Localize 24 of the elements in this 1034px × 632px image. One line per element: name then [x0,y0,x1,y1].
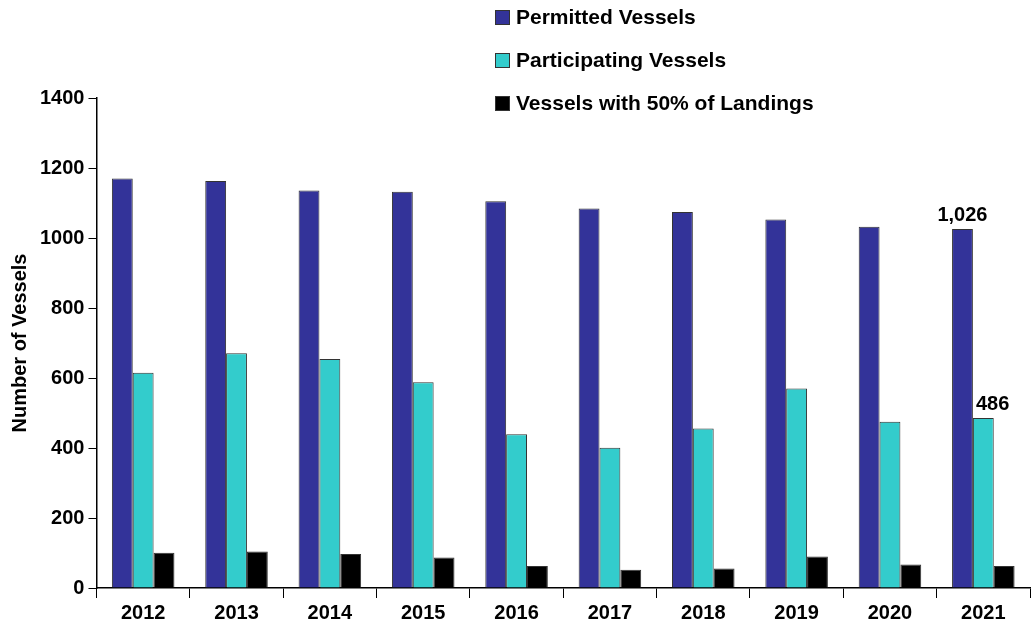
legend-label: Participating Vessels [516,48,727,72]
y-axis-title: Number of Vessels [7,253,30,433]
y-tick-label: 400 [51,435,85,458]
y-tick-label: 1000 [39,225,85,248]
x-tick-label: 2016 [494,600,539,623]
y-tick-label: 200 [51,505,85,528]
y-tick-label: 0 [73,575,85,598]
data-label: 486 [975,392,1010,415]
x-tick-label: 2012 [120,600,166,623]
y-tick-label: 600 [51,365,85,388]
y-tick-label: 1200 [39,155,85,178]
x-tick-label: 2015 [400,600,446,623]
x-tick-label: 2017 [587,600,633,623]
x-tick-label: 2021 [961,600,1006,623]
x-tick-label: 2019 [774,600,819,623]
x-tick-label: 2018 [681,600,726,623]
legend-label: Vessels with 50% of Landings [516,91,814,115]
legend-label: Permitted Vessels [516,5,696,29]
x-tick-label: 2014 [307,600,353,623]
y-tick-label: 800 [51,295,85,318]
y-tick-label: 1400 [39,85,85,108]
data-label: 1,026 [937,203,988,226]
x-tick-label: 2020 [867,600,913,623]
x-tick-label: 2013 [214,600,259,623]
